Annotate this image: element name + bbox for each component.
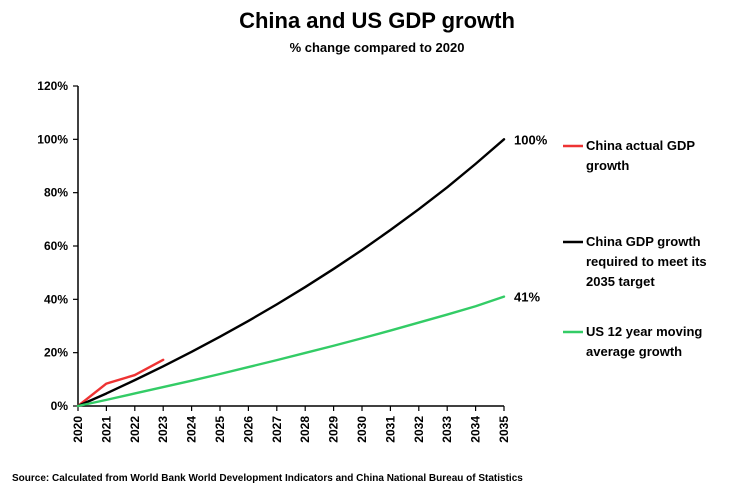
y-tick-label: 100% xyxy=(37,132,68,146)
series-line-1 xyxy=(76,138,506,408)
x-tick-label: 2021 xyxy=(99,416,113,443)
y-tick-label: 120% xyxy=(37,79,68,93)
y-tick-label: 20% xyxy=(44,346,68,360)
y-tick-label: 0% xyxy=(51,399,69,413)
series-line-2 xyxy=(76,295,506,408)
x-tick-label: 2022 xyxy=(128,416,142,443)
x-tick-label: 2034 xyxy=(469,416,483,443)
end-label: 41% xyxy=(514,290,540,305)
chart-subtitle: % change compared to 2020 xyxy=(289,40,465,55)
legend-label: required to meet its xyxy=(586,254,707,269)
legend-label: 2035 target xyxy=(586,274,655,289)
chart-title: China and US GDP growth xyxy=(239,8,515,33)
x-tick-label: 2030 xyxy=(355,416,369,443)
legend-label: China GDP growth xyxy=(586,234,701,249)
source-note: Source: Calculated from World Bank World… xyxy=(12,473,523,484)
x-tick-label: 2029 xyxy=(327,416,341,443)
x-tick-label: 2032 xyxy=(412,416,426,443)
x-tick-label: 2035 xyxy=(497,416,511,443)
y-tick-label: 60% xyxy=(44,239,68,253)
x-tick-label: 2023 xyxy=(156,416,170,443)
series-line-0 xyxy=(76,358,165,408)
x-tick-label: 2025 xyxy=(213,416,227,443)
x-tick-label: 2020 xyxy=(71,416,85,443)
legend-label: US 12 year moving xyxy=(586,324,702,339)
y-tick-label: 80% xyxy=(44,186,68,200)
x-tick-label: 2031 xyxy=(383,416,397,443)
x-tick-label: 2026 xyxy=(241,416,255,443)
x-tick-label: 2027 xyxy=(270,416,284,443)
x-tick-label: 2024 xyxy=(185,416,199,443)
x-tick-label: 2028 xyxy=(298,416,312,443)
x-tick-label: 2033 xyxy=(440,416,454,443)
legend-label: growth xyxy=(586,158,629,173)
end-label: 100% xyxy=(514,132,548,147)
y-tick-label: 40% xyxy=(44,292,68,306)
legend-label: average growth xyxy=(586,344,682,359)
legend-label: China actual GDP xyxy=(586,138,695,153)
